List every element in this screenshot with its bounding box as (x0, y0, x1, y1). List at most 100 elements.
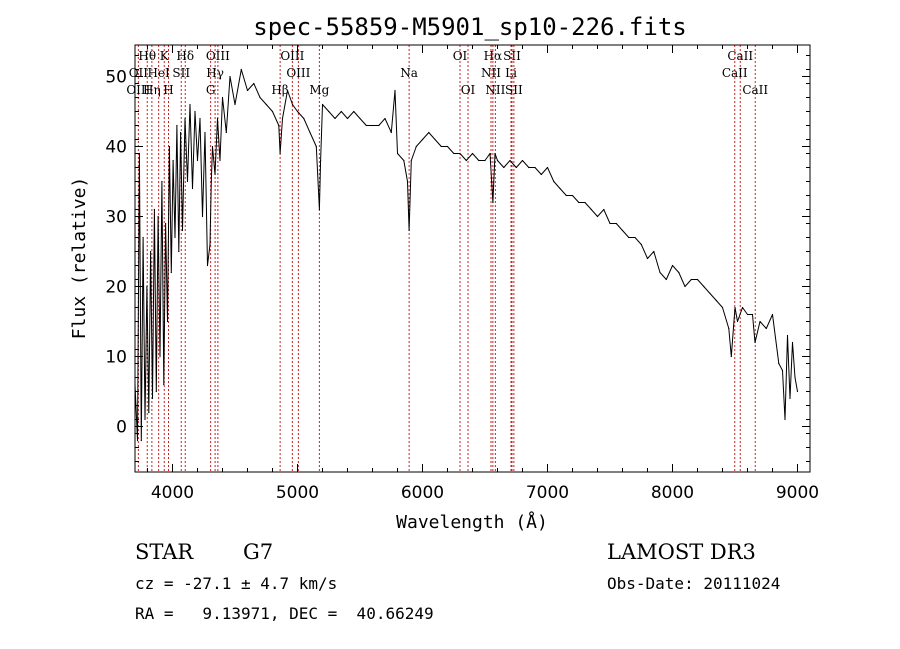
data-point (453, 152, 455, 155)
data-point (584, 201, 586, 204)
data-point (204, 131, 206, 134)
data-point (278, 124, 280, 127)
data-point (170, 271, 172, 274)
data-point (181, 229, 184, 232)
data-point (365, 124, 367, 127)
line-label-10: Hγ (206, 66, 224, 80)
data-point (659, 271, 661, 274)
data-point (478, 159, 480, 162)
data-point (144, 418, 146, 421)
y-axis-label: Flux (relative) (69, 177, 90, 340)
data-point (559, 187, 561, 190)
line-label-14: OIII (286, 66, 310, 80)
data-point (754, 341, 756, 344)
data-point (142, 236, 144, 239)
data-point (546, 166, 549, 169)
data-point (163, 383, 165, 386)
data-point (459, 152, 461, 155)
data-point (166, 320, 169, 323)
data-point (161, 180, 163, 183)
data-point (318, 208, 320, 211)
data-point (415, 145, 417, 148)
y-tick-label: 20 (105, 278, 127, 298)
data-point (684, 285, 686, 288)
data-point (734, 306, 736, 309)
spectrum-series (134, 68, 799, 442)
data-point (736, 320, 739, 323)
series-line-0 (134, 69, 798, 441)
line-label-27: CaII (742, 83, 768, 97)
data-point (234, 103, 236, 106)
data-point (634, 236, 636, 239)
data-point (140, 439, 142, 442)
data-point (396, 152, 399, 155)
data-point (168, 145, 170, 148)
data-point (521, 159, 524, 162)
data-point (771, 313, 774, 316)
data-point (678, 271, 680, 274)
data-point (153, 208, 155, 211)
line-label-18: OI (461, 83, 476, 97)
data-point (515, 166, 517, 169)
data-point (615, 222, 617, 225)
data-point (180, 131, 182, 134)
data-point (421, 138, 424, 141)
data-point (296, 110, 299, 113)
data-point (703, 285, 705, 288)
data-point (211, 145, 214, 148)
data-point (159, 355, 161, 358)
data-point (728, 327, 730, 330)
data-point (646, 257, 649, 260)
x-tick-label: 5000 (276, 483, 319, 503)
data-point (150, 250, 152, 253)
data-point (172, 159, 174, 162)
data-point (206, 264, 209, 267)
line-label-22: Li (505, 66, 517, 80)
data-point (465, 159, 467, 162)
data-point (176, 124, 178, 127)
line-label-2: OIII (126, 83, 150, 97)
line-label-21: NII (481, 66, 501, 80)
data-point (786, 334, 789, 337)
data-point (406, 180, 409, 183)
coordinates: RA = 9.13971, DEC = 40.66249 (135, 604, 434, 623)
x-tick-label: 6000 (401, 483, 444, 503)
data-point (253, 82, 255, 85)
line-label-13: OIII (280, 49, 304, 63)
data-point (225, 131, 227, 134)
y-tick-label: 30 (105, 208, 127, 228)
data-point (194, 110, 196, 113)
object-subclass: G7 (243, 540, 274, 564)
x-tick-label: 4000 (151, 483, 194, 503)
line-label-6: SII (172, 66, 190, 80)
data-point (628, 236, 630, 239)
data-point (186, 180, 189, 183)
data-point (221, 96, 224, 99)
data-point (494, 152, 496, 155)
line-label-9: OIII (206, 49, 230, 63)
data-point (796, 390, 799, 393)
line-label-26: CaII (722, 66, 748, 80)
data-point (492, 201, 494, 204)
data-point (191, 187, 194, 190)
data-point (291, 103, 294, 106)
data-point (201, 215, 204, 218)
data-point (528, 166, 530, 169)
line-label-7: H (163, 83, 173, 97)
data-point (596, 215, 599, 218)
data-point (403, 159, 405, 162)
data-point (410, 159, 412, 162)
data-point (446, 145, 449, 148)
data-point (265, 103, 267, 106)
data-point (281, 117, 284, 120)
data-point (219, 159, 221, 162)
data-point (229, 75, 231, 78)
data-point (165, 222, 167, 225)
data-point (784, 418, 786, 421)
data-point (151, 397, 154, 400)
data-point (571, 194, 574, 197)
y-tick-label: 10 (105, 348, 127, 368)
x-tick-label: 8000 (651, 483, 694, 503)
data-point (209, 243, 211, 246)
data-point (434, 138, 436, 141)
